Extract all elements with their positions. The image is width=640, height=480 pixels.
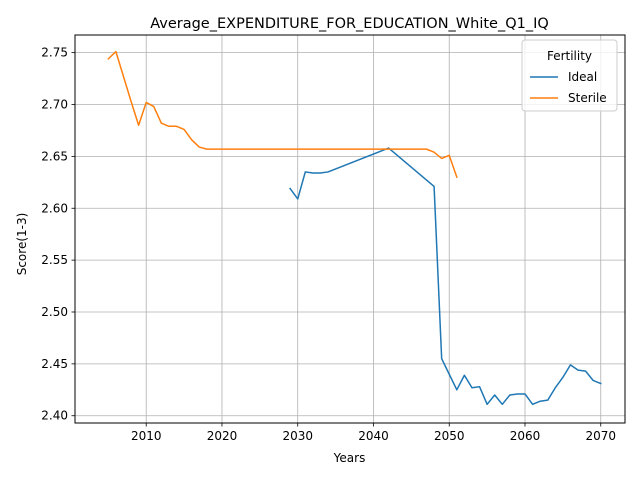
x-axis-title: Years: [333, 451, 366, 465]
series-lines: [107, 50, 602, 406]
y-tick-label: 2.45: [41, 357, 68, 371]
legend-box: [521, 39, 618, 112]
x-tick-label: 2020: [207, 429, 238, 443]
legend-label-ideal: Ideal: [568, 70, 597, 84]
gridlines: [75, 35, 625, 423]
series-line-sterile: [107, 50, 458, 179]
legend-label-sterile: Sterile: [568, 91, 607, 105]
x-tick-label: 2060: [510, 429, 541, 443]
y-tick-label: 2.65: [41, 149, 68, 163]
x-tick-label: 2070: [585, 429, 616, 443]
x-tick-label: 2030: [282, 429, 313, 443]
y-tick-label: 2.50: [41, 305, 68, 319]
chart-title: Average_EXPENDITURE_FOR_EDUCATION_White_…: [150, 16, 549, 32]
x-tick-label: 2050: [434, 429, 465, 443]
series-line-ideal: [289, 147, 602, 406]
legend-title: Fertility: [547, 49, 592, 63]
y-tick-label: 2.70: [41, 98, 68, 112]
y-tick-label: 2.55: [41, 253, 68, 267]
legend: Fertility Ideal Sterile: [521, 39, 618, 112]
y-tick-label: 2.75: [41, 46, 68, 60]
y-axis-title: Score(1-3): [15, 213, 29, 276]
y-tick-label: 2.60: [41, 201, 68, 215]
y-tick-label: 2.40: [41, 409, 68, 423]
plot-area-frame: [74, 34, 626, 424]
x-tick-label: 2040: [358, 429, 389, 443]
axis-ticks: 2010 2020 2030 2040 2050 2060 2070 2.40 2.45 2.50…: [41, 46, 616, 443]
x-tick-label: 2010: [131, 429, 162, 443]
